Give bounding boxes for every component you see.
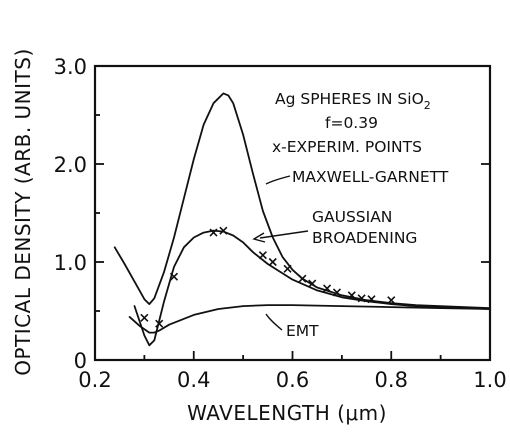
experimental-point-0: [140, 313, 149, 322]
label-gaussian-line2: BROADENING: [312, 229, 417, 247]
annotation-title: Ag SPHERES IN SiO2: [275, 90, 431, 112]
experimental-point-4: [219, 226, 228, 235]
y-axis-title: OPTICAL DENSITY (ARB. UNITS): [11, 48, 35, 375]
pointer-gaussian: [259, 230, 309, 239]
experimental-point-5: [258, 251, 267, 260]
y-tick-label-1: 1.0: [54, 251, 87, 275]
pointer-gaussian-head: [252, 232, 266, 243]
series-line-emt: [128, 304, 491, 334]
annotation-fill-fraction: f=0.39: [325, 114, 378, 132]
pointer-emt: [265, 313, 283, 331]
experimental-point-14: [367, 295, 376, 304]
x-tick-label-1: 0.4: [177, 368, 210, 392]
experimental-point-12: [347, 291, 356, 300]
experimental-point-7: [283, 264, 292, 273]
experimental-point-9: [308, 279, 317, 288]
label-maxwell-garnett: MAXWELL-GARNETT: [292, 168, 449, 186]
label-gaussian-line1: GAUSSIAN: [312, 208, 392, 226]
y-tick-label-0: 0: [74, 349, 87, 373]
x-tick-label-4: 1.0: [473, 368, 506, 392]
y-tick-label-2: 2.0: [54, 153, 87, 177]
experimental-point-6: [268, 257, 277, 267]
series-line-gaussian-broadening: [133, 229, 491, 347]
experimental-point-11: [332, 288, 342, 297]
experimental-point-1: [155, 319, 164, 328]
y-tick-label-3: 3.0: [54, 55, 87, 79]
annotation-experimental-points: x-EXPERIM. POINTS: [272, 138, 422, 156]
experimental-point-10: [322, 284, 332, 293]
experimental-point-15: [387, 296, 396, 305]
experimental-point-3: [209, 228, 218, 237]
label-emt: EMT: [286, 322, 319, 340]
x-axis-title: WAVELENGTH (μm): [187, 401, 387, 425]
experimental-point-8: [298, 274, 307, 283]
annotation-title-main: Ag SPHERES IN SiO: [275, 90, 424, 108]
x-tick-label-0: 0.2: [78, 368, 111, 392]
plot-frame: [93, 64, 492, 362]
x-tick-label-3: 0.8: [375, 368, 408, 392]
pointer-maxwell-garnett: [265, 175, 291, 185]
experimental-point-13: [357, 294, 366, 303]
experimental-point-2: [169, 272, 179, 281]
x-tick-label-2: 0.6: [276, 368, 309, 392]
annotation-title-subscript: 2: [424, 99, 431, 112]
